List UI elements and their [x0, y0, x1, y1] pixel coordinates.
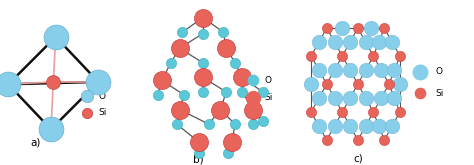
Point [167, 62, 174, 64]
Point [354, 27, 362, 29]
Point [231, 123, 239, 125]
Point [331, 69, 338, 71]
Point [370, 55, 377, 57]
Text: Si: Si [264, 93, 273, 102]
Point [50, 81, 57, 83]
Text: O: O [99, 92, 105, 101]
Point [338, 55, 346, 57]
Text: Si: Si [436, 89, 444, 98]
Point [416, 92, 424, 95]
Point [346, 125, 354, 127]
Point [179, 31, 186, 33]
Text: b): b) [193, 154, 204, 164]
Point [377, 97, 385, 99]
Point [222, 91, 230, 93]
Point [388, 41, 396, 43]
Point [173, 123, 181, 125]
Point [315, 97, 323, 99]
Point [222, 47, 230, 49]
Point [82, 111, 90, 114]
Point [323, 139, 330, 141]
Point [391, 69, 398, 71]
Point [259, 91, 266, 93]
Point [199, 32, 207, 35]
Point [416, 70, 424, 73]
Point [331, 125, 338, 127]
Point [375, 125, 383, 127]
Point [249, 108, 256, 111]
Point [396, 83, 404, 85]
Point [362, 125, 369, 127]
Point [346, 97, 354, 99]
Point [370, 111, 377, 113]
Point [331, 41, 338, 43]
Point [381, 139, 388, 141]
Point [199, 62, 207, 64]
Point [228, 140, 236, 143]
Point [362, 97, 369, 99]
Point [195, 152, 202, 155]
Point [381, 27, 388, 29]
Point [180, 94, 188, 96]
Point [199, 76, 207, 79]
Point [176, 108, 183, 111]
Point [217, 108, 224, 111]
Point [52, 36, 59, 38]
Point [195, 140, 202, 143]
Point [354, 83, 362, 85]
Point [307, 83, 315, 85]
Text: c): c) [353, 154, 363, 164]
Point [362, 41, 369, 43]
Point [199, 91, 207, 93]
Point [346, 69, 354, 71]
Point [176, 47, 183, 49]
Point [249, 79, 256, 82]
Point [354, 139, 362, 141]
Point [158, 79, 166, 82]
Text: a): a) [30, 138, 41, 148]
Point [249, 97, 256, 99]
Point [323, 27, 330, 29]
Point [154, 94, 162, 96]
Point [331, 97, 338, 99]
Point [4, 83, 12, 86]
Point [219, 31, 227, 33]
Point [249, 123, 256, 125]
Point [396, 55, 404, 57]
Point [205, 123, 212, 125]
Point [224, 152, 231, 155]
Point [238, 91, 246, 93]
Point [315, 125, 323, 127]
Point [323, 83, 330, 85]
Point [346, 41, 354, 43]
Point [94, 81, 102, 83]
Point [47, 128, 55, 131]
Point [307, 55, 315, 57]
Point [231, 62, 239, 64]
Point [238, 76, 246, 79]
Point [396, 111, 404, 113]
Point [338, 111, 346, 113]
Point [367, 27, 375, 29]
Point [82, 95, 90, 98]
Point [199, 16, 207, 19]
Point [362, 69, 369, 71]
Point [315, 69, 323, 71]
Point [315, 41, 323, 43]
Point [385, 83, 393, 85]
Text: Si: Si [99, 108, 107, 117]
Point [377, 69, 385, 71]
Point [375, 41, 383, 43]
Point [388, 125, 396, 127]
Point [259, 120, 266, 123]
Point [338, 27, 346, 29]
Point [391, 97, 398, 99]
Point [307, 111, 315, 113]
Text: O: O [264, 76, 271, 85]
Text: O: O [436, 67, 443, 76]
